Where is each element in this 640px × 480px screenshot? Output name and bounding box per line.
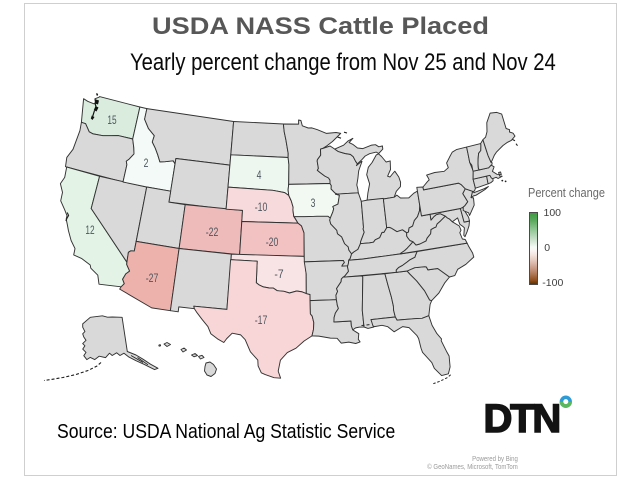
svg-text:15: 15 xyxy=(107,115,116,127)
svg-text:-7: -7 xyxy=(274,269,283,281)
svg-text:12: 12 xyxy=(85,225,94,237)
svg-text:-20: -20 xyxy=(266,237,279,249)
svg-text:-27: -27 xyxy=(146,273,159,285)
svg-text:2: 2 xyxy=(144,158,149,170)
svg-text:-22: -22 xyxy=(206,227,219,239)
svg-text:DTN: DTN xyxy=(484,397,560,441)
svg-text:3: 3 xyxy=(311,198,316,210)
svg-text:4: 4 xyxy=(257,170,262,182)
svg-text:-17: -17 xyxy=(255,315,268,327)
svg-text:-10: -10 xyxy=(255,202,268,214)
